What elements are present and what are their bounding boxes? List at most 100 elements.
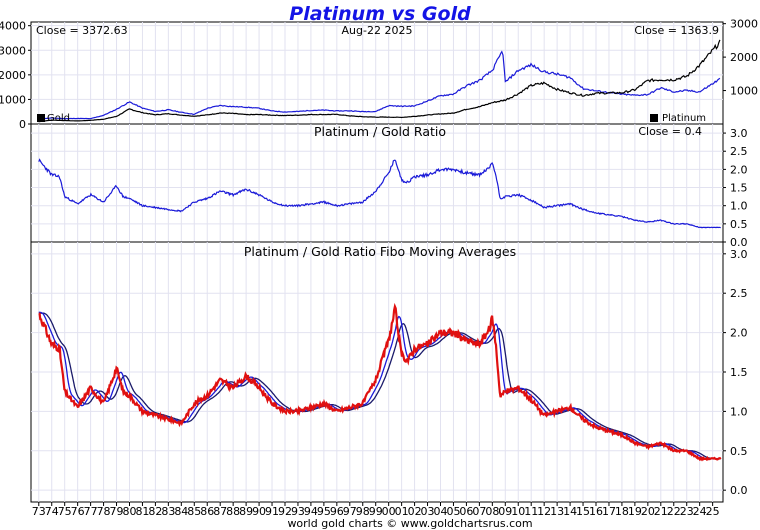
x-axis-year-label: 90 [252, 505, 266, 518]
left-axis-tick-label: 0 [19, 118, 26, 131]
x-axis-year-label: 96 [330, 505, 344, 518]
x-axis-year-label: 04 [433, 505, 447, 518]
x-axis-year-label: 09 [498, 505, 512, 518]
x-axis-year-label: 87 [213, 505, 227, 518]
x-axis-year-label: 92 [278, 505, 292, 518]
price-panel-series [38, 39, 721, 123]
x-axis-year-label: 89 [239, 505, 253, 518]
x-axis-year-label: 22 [667, 505, 681, 518]
ratio-line [38, 158, 721, 229]
x-axis-year-label: 85 [187, 505, 201, 518]
fibo-axis-tick-label: 2.0 [730, 327, 748, 340]
x-axis-year-label: 03 [421, 505, 435, 518]
x-axis-year-label: 08 [485, 505, 499, 518]
x-axis-year-label: 06 [459, 505, 473, 518]
x-axis-year-label: 23 [680, 505, 694, 518]
x-axis-year-label: 97 [343, 505, 357, 518]
x-axis-year-label: 94 [304, 505, 318, 518]
x-axis-year-label: 02 [408, 505, 422, 518]
fibo-axis-tick-label: 0.0 [730, 484, 748, 497]
ratio-close-label: Close = 0.4 [638, 125, 702, 138]
x-axis-year-label: 91 [265, 505, 279, 518]
x-axis-year-label: 12 [537, 505, 551, 518]
fibo-long-ma-line [38, 312, 721, 460]
x-axis-year-label: 11 [524, 505, 538, 518]
ratio-axis-tick-label: 0.0 [730, 236, 748, 249]
x-axis-year-label: 20 [641, 505, 655, 518]
platinum-legend-marker [650, 114, 658, 122]
x-axis-year-label: 14 [563, 505, 577, 518]
fibo-axis-tick-label: 2.5 [730, 287, 748, 300]
x-axis-year-label: 00 [382, 505, 396, 518]
left-axis-tick-label: 4000 [0, 20, 26, 33]
ratio-axis-tick-label: 1.5 [730, 182, 748, 195]
x-axis-year-label: 15 [576, 505, 590, 518]
x-axis-year-label: 80 [122, 505, 136, 518]
x-axis-year-label: 95 [317, 505, 331, 518]
fibo-axis-tick-label: 0.5 [730, 445, 748, 458]
left-axis-tick-label: 1000 [0, 93, 26, 106]
ratio-axis-tick-label: 3.0 [730, 127, 748, 140]
x-axis-year-label: 10 [511, 505, 525, 518]
ratio-panel-series [38, 158, 721, 229]
x-axis-year-label: 17 [602, 505, 616, 518]
chart-title: Platinum vs Gold [289, 3, 471, 25]
left-axis-tick-label: 2000 [0, 69, 26, 82]
x-axis-year-label: 83 [161, 505, 175, 518]
x-axis-year-label: 84 [174, 505, 188, 518]
x-axis-year-label: 75 [58, 505, 72, 518]
right-axis-tick-label: 3000 [730, 18, 758, 31]
x-axis-year-label: 86 [200, 505, 214, 518]
ratio-panel: 0.0 0.5 1.0 1.5 2.0 2.5 3.0 Platinum / Gold Ra… [30, 123, 748, 249]
gold-price-line [38, 39, 721, 123]
x-axis-year-label: 74 [45, 505, 59, 518]
right-axis-tick-label: 2000 [730, 51, 758, 64]
left-axis-tick-label: 3000 [0, 44, 26, 57]
gold-legend-marker [37, 114, 45, 122]
x-axis-year-label: 99 [369, 505, 383, 518]
price-panel-frame [30, 21, 724, 125]
fibo-axis-tick-label: 1.0 [730, 405, 748, 418]
gold-close-label: Close = 3372.63 [36, 24, 128, 37]
x-axis-year-label: 01 [395, 505, 409, 518]
x-axis-year-label: 05 [446, 505, 460, 518]
fibo-ratio-red-line [38, 302, 722, 462]
x-axis-year-label: 78 [97, 505, 111, 518]
ratio-panel-frame [30, 123, 724, 243]
x-axis-year-label: 77 [84, 505, 98, 518]
x-axis-year-label: 82 [148, 505, 162, 518]
x-axis-year-label: 24 [693, 505, 707, 518]
x-axis-year-label: 76 [71, 505, 85, 518]
fibo-panel-series [38, 302, 722, 462]
ratio-panel-title: Platinum / Gold Ratio [314, 124, 446, 139]
x-axis-year-label: 18 [615, 505, 629, 518]
ratio-panel-grid [31, 124, 723, 243]
x-axis-year-label: 73 [32, 505, 46, 518]
x-axis-year-label: 13 [550, 505, 564, 518]
platinum-legend-label: Platinum [662, 113, 706, 124]
x-axis-year-label: 98 [356, 505, 370, 518]
x-axis-year-label: 16 [589, 505, 603, 518]
x-axis-year-label: 93 [291, 505, 305, 518]
fibo-panel-grid [31, 242, 723, 502]
date-label: Aug-22 2025 [342, 24, 413, 37]
price-panel-grid [31, 22, 723, 125]
ratio-panel-axis-ticks: 0.0 0.5 1.0 1.5 2.0 2.5 3.0 [723, 127, 748, 249]
right-axis-tick-label: 1000 [730, 85, 758, 98]
x-axis-year-labels: 7374757677787980818283848586878889909192… [32, 502, 720, 518]
x-axis-year-label: 19 [628, 505, 642, 518]
x-axis-year-label: 07 [472, 505, 486, 518]
fibo-axis-tick-label: 3.0 [730, 248, 748, 261]
x-axis-year-label: 88 [226, 505, 240, 518]
ratio-axis-tick-label: 2.5 [730, 145, 748, 158]
x-axis-year-label: 21 [654, 505, 668, 518]
price-panel-axis-ticks: 0 1000 2000 3000 4000 1000 2000 3000 [0, 18, 758, 131]
fibo-panel: 0.0 0.5 1.0 1.5 2.0 2.5 3.0 Platinum / Gold Ra… [30, 241, 748, 503]
gold-legend-label: Gold [47, 113, 70, 124]
x-axis-year-label: 25 [706, 505, 720, 518]
ratio-axis-tick-label: 1.0 [730, 200, 748, 213]
ratio-axis-tick-label: 2.0 [730, 163, 748, 176]
price-panel: 0 1000 2000 3000 4000 1000 2000 3000 Close = 33… [0, 18, 758, 131]
x-axis-year-label: 81 [135, 505, 149, 518]
